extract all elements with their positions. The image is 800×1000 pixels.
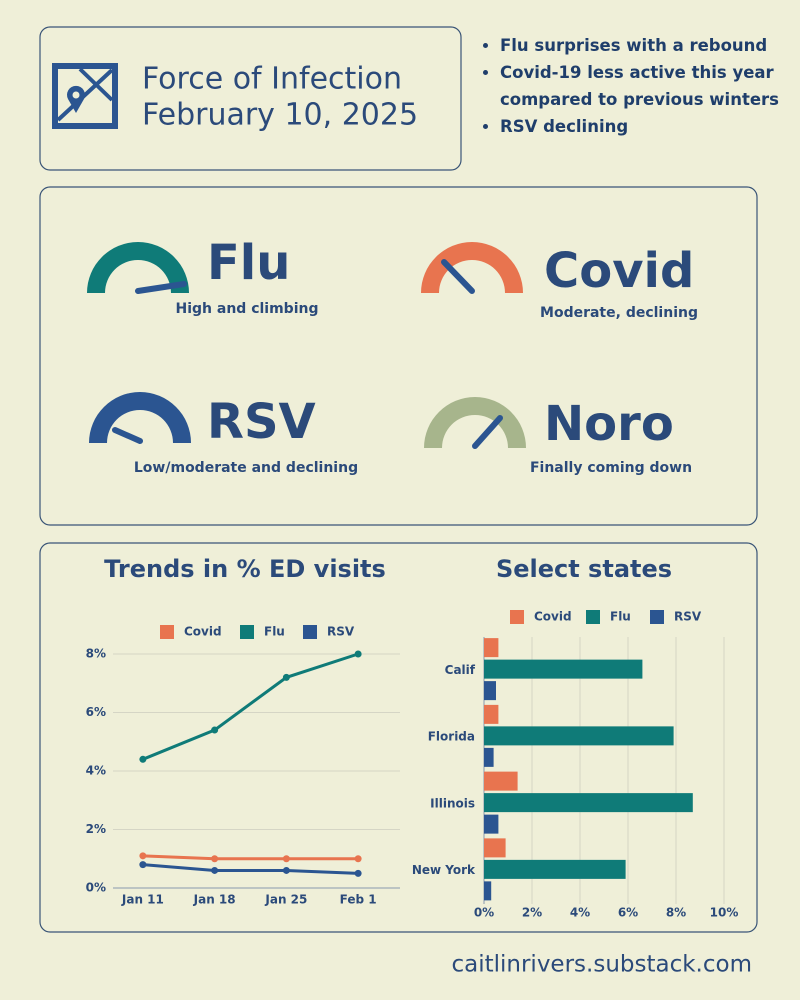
legend-label: Flu <box>610 610 631 624</box>
y-tick-label: Illinois <box>430 796 475 810</box>
series-line <box>142 854 359 861</box>
bar <box>484 726 674 746</box>
highlights: Flu surprises with a reboundCovid-19 les… <box>478 32 800 140</box>
point <box>139 861 147 869</box>
legend-swatch <box>510 610 524 624</box>
x-tick-label: 6% <box>618 906 638 920</box>
bar <box>484 704 499 724</box>
map-icon <box>52 63 118 129</box>
chart-title: Trends in % ED visits <box>104 555 386 583</box>
footer: caitlinrivers.substack.com <box>451 952 752 978</box>
legend-swatch <box>586 610 600 624</box>
bar <box>484 681 496 701</box>
x-tick-label: Feb 1 <box>340 893 377 907</box>
point <box>282 866 290 874</box>
point <box>354 869 362 877</box>
x-tick-label: 10% <box>710 906 739 920</box>
gauges-box <box>39 186 758 526</box>
bar <box>484 859 626 879</box>
point <box>282 673 290 681</box>
legend-label: Flu <box>264 625 285 639</box>
highlight: Flu surprises with a rebound <box>500 32 800 59</box>
date: February 10, 2025 <box>142 98 418 133</box>
x-tick-label: 4% <box>570 906 590 920</box>
point <box>211 726 219 734</box>
gauge-status: Finally coming down <box>530 460 692 476</box>
y-tick-label: 6% <box>86 705 106 719</box>
point <box>139 755 147 763</box>
y-tick-label: 2% <box>86 822 106 836</box>
gauge-status: Moderate, declining <box>540 305 698 321</box>
bar <box>484 881 492 901</box>
legend-swatch <box>303 625 317 639</box>
y-tick-label: New York <box>412 863 476 877</box>
y-tick-label: Calif <box>445 663 476 677</box>
x-tick-label: Jan 25 <box>264 893 307 907</box>
bar <box>484 838 506 858</box>
point <box>282 855 290 863</box>
x-tick-label: Jan 18 <box>193 893 236 907</box>
y-tick-label: 4% <box>86 764 106 778</box>
legend-swatch <box>240 625 254 639</box>
point <box>211 866 219 874</box>
gauge-status: High and climbing <box>176 301 319 317</box>
chart-title: Select states <box>496 555 672 583</box>
highlight: Covid-19 less active this year compared … <box>500 59 800 113</box>
point <box>139 852 147 860</box>
bar <box>484 814 499 834</box>
gauge: RSV Low/moderate and declining <box>89 392 358 476</box>
header-box <box>39 26 462 171</box>
series-line <box>142 652 359 761</box>
gauge-status: Low/moderate and declining <box>134 460 358 476</box>
gauge-label: Flu <box>207 235 290 291</box>
bar <box>484 659 643 679</box>
legend-label: RSV <box>327 625 355 639</box>
bar <box>484 638 499 658</box>
bar <box>484 747 494 767</box>
series-line <box>142 863 359 875</box>
x-tick-label: 2% <box>522 906 542 920</box>
charts-box <box>39 542 758 933</box>
highlight: RSV declining <box>500 113 800 140</box>
x-tick-label: 8% <box>666 906 686 920</box>
gauge: Flu High and climbing <box>87 235 318 317</box>
gauge-label: RSV <box>207 394 316 450</box>
gauge-label: Noro <box>544 396 674 452</box>
legend-label: Covid <box>184 625 222 639</box>
y-tick-label: 0% <box>86 881 106 895</box>
gauge: Noro Finally coming down <box>424 396 692 476</box>
legend-label: Covid <box>534 610 572 624</box>
x-tick-label: 0% <box>474 906 494 920</box>
point <box>354 650 362 658</box>
y-tick-label: Florida <box>428 730 475 744</box>
gauge: Covid Moderate, declining <box>421 242 698 321</box>
legend-swatch <box>160 625 174 639</box>
gauge-label: Covid <box>544 243 694 299</box>
bar <box>484 793 693 813</box>
point <box>354 855 362 863</box>
y-tick-label: 8% <box>86 647 106 661</box>
bar <box>484 771 518 791</box>
title: Force of Infection <box>142 62 402 97</box>
legend-label: RSV <box>674 610 702 624</box>
point <box>211 855 219 863</box>
x-tick-label: Jan 11 <box>121 893 164 907</box>
legend-swatch <box>650 610 664 624</box>
